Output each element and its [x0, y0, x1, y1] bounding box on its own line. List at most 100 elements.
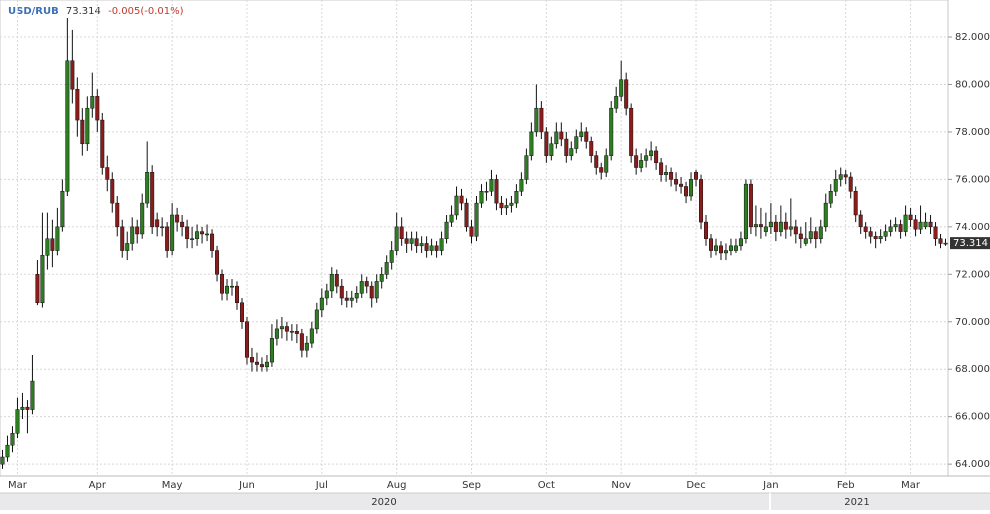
candle-body	[279, 326, 284, 330]
candle-body	[554, 131, 559, 145]
candle-body	[80, 119, 85, 145]
candle-body	[778, 221, 783, 232]
x-tick-label: Apr	[89, 480, 107, 491]
candle-body	[230, 285, 235, 288]
candle-body	[120, 226, 125, 251]
candle-body	[848, 176, 853, 192]
candle-body	[479, 191, 484, 204]
x-tick-label: May	[162, 480, 183, 491]
candle-body	[768, 221, 773, 228]
candle-body	[504, 205, 509, 209]
candle-body	[319, 297, 324, 311]
candle-body	[474, 202, 479, 237]
candle-body	[5, 444, 10, 458]
candle-body	[893, 224, 898, 228]
candle-body	[220, 274, 225, 294]
candle-body	[344, 297, 349, 301]
last-price-tag	[950, 237, 990, 250]
candle-body	[908, 214, 913, 220]
candle-body	[185, 226, 190, 239]
candle-body	[589, 141, 594, 156]
candle-body	[55, 226, 60, 251]
candle-body	[459, 195, 464, 204]
candle-body	[923, 221, 928, 228]
candle-body	[499, 202, 504, 209]
candle-body	[254, 361, 259, 365]
candle-body	[374, 281, 379, 299]
candle-body	[659, 162, 664, 175]
candle-body	[943, 242, 948, 245]
candle-body	[679, 183, 684, 187]
candle-body	[539, 107, 544, 133]
y-tick-label: 82.000	[955, 32, 990, 43]
candle-body	[269, 338, 274, 363]
last-price-tag-label: 73.314	[953, 238, 988, 249]
candle-body	[868, 231, 873, 237]
candle-body	[10, 433, 15, 446]
candle-body	[284, 326, 289, 332]
candle-body	[629, 107, 634, 156]
candle-body	[105, 167, 110, 180]
candle-body	[863, 226, 868, 232]
candle-body	[35, 274, 40, 304]
candle-body	[793, 226, 798, 235]
candle-body	[464, 202, 469, 228]
period-label: 2020	[371, 497, 396, 508]
candle-body	[359, 281, 364, 294]
x-tick-label: Dec	[686, 480, 705, 491]
candle-body	[763, 226, 768, 232]
candle-body	[918, 221, 923, 230]
candle-body	[95, 96, 100, 121]
candle-body	[674, 179, 679, 185]
candle-body	[704, 221, 709, 239]
candle-body	[928, 221, 933, 228]
x-tick-label: Jul	[315, 480, 328, 491]
candle-body	[818, 226, 823, 239]
candle-body	[544, 131, 549, 156]
candle-body	[15, 409, 20, 434]
candle-body	[469, 226, 474, 237]
x-tick-label: Sep	[462, 480, 481, 491]
candle-body	[833, 179, 838, 192]
candle-body	[699, 179, 704, 223]
candle-body	[639, 160, 644, 168]
candle-body	[205, 233, 210, 236]
candle-body	[853, 191, 858, 216]
candle-body	[414, 238, 419, 247]
candle-body	[50, 238, 55, 251]
candle-body	[758, 224, 763, 228]
candle-body	[664, 172, 669, 175]
candle-body	[314, 309, 319, 330]
candle-body	[0, 456, 5, 465]
candle-body	[903, 214, 908, 232]
candle-body	[888, 226, 893, 232]
candle-body	[748, 183, 753, 228]
candle-body	[898, 224, 903, 232]
candle-body	[439, 238, 444, 251]
candle-body	[738, 238, 743, 247]
candle-body	[20, 406, 25, 410]
candle-body	[135, 226, 140, 235]
candle-body	[349, 297, 354, 301]
candle-body	[454, 195, 459, 216]
candle-body	[354, 293, 359, 299]
candle-body	[873, 236, 878, 239]
candle-body	[264, 361, 269, 368]
y-tick-label: 66.000	[955, 412, 990, 423]
candle-body	[444, 221, 449, 239]
candle-body	[713, 245, 718, 251]
candle-body	[379, 274, 384, 282]
candle-body	[803, 238, 808, 244]
candle-body	[569, 148, 574, 156]
candle-body	[883, 231, 888, 237]
candle-body	[843, 174, 848, 178]
candle-body	[938, 238, 943, 244]
candle-body	[519, 179, 524, 192]
candle-body	[689, 179, 694, 197]
candle-body	[564, 138, 569, 156]
candle-body	[130, 226, 135, 244]
candle-body	[649, 150, 654, 156]
candle-body	[244, 321, 249, 358]
candle-body	[249, 357, 254, 363]
x-tick-label: Mar	[901, 480, 921, 491]
